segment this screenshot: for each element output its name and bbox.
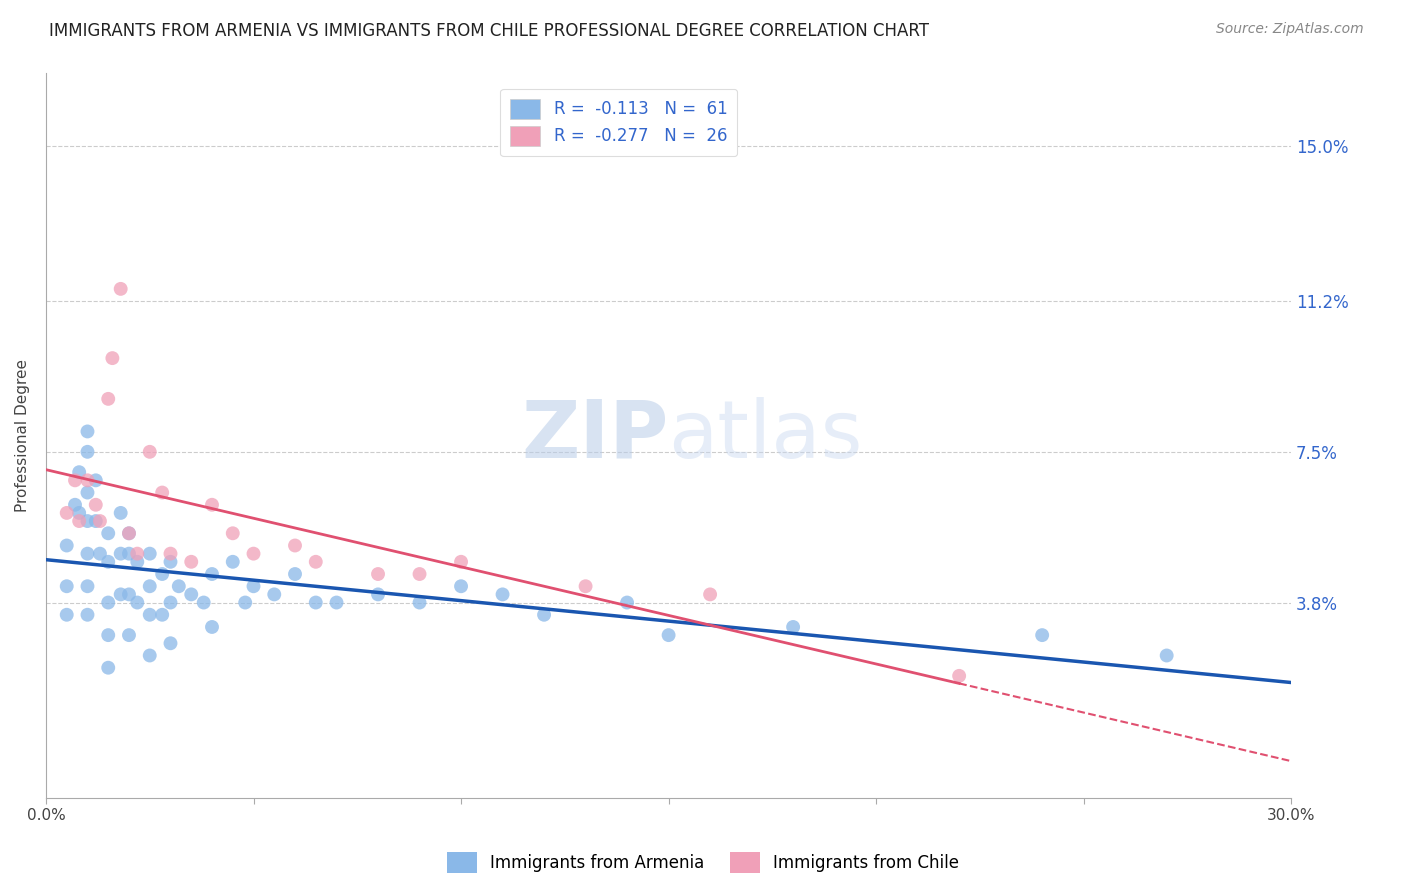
Point xyxy=(97,392,120,406)
Point xyxy=(97,555,120,569)
Point xyxy=(118,526,141,541)
Point xyxy=(159,636,181,650)
Point xyxy=(201,620,224,634)
Point xyxy=(139,579,162,593)
Point xyxy=(55,506,77,520)
Point xyxy=(408,595,430,609)
Point xyxy=(127,555,149,569)
Point xyxy=(782,620,804,634)
Point xyxy=(89,514,111,528)
Point xyxy=(97,628,120,642)
Point xyxy=(55,579,77,593)
Point xyxy=(97,526,120,541)
Point xyxy=(367,587,389,601)
Point xyxy=(284,567,307,582)
Point xyxy=(67,514,90,528)
Point xyxy=(76,607,98,622)
Point xyxy=(67,465,90,479)
Point xyxy=(110,506,132,520)
Point xyxy=(367,567,389,582)
Point xyxy=(118,526,141,541)
Point xyxy=(159,555,181,569)
Point xyxy=(63,498,86,512)
Point xyxy=(408,567,430,582)
Point xyxy=(118,547,141,561)
Point xyxy=(76,514,98,528)
Point xyxy=(118,587,141,601)
Point xyxy=(76,547,98,561)
Point xyxy=(222,555,245,569)
Point xyxy=(180,587,202,601)
Point xyxy=(1031,628,1053,642)
Point xyxy=(180,555,202,569)
Point xyxy=(76,445,98,459)
Point xyxy=(1156,648,1178,663)
Point xyxy=(84,514,107,528)
Text: IMMIGRANTS FROM ARMENIA VS IMMIGRANTS FROM CHILE PROFESSIONAL DEGREE CORRELATION: IMMIGRANTS FROM ARMENIA VS IMMIGRANTS FR… xyxy=(49,22,929,40)
Point xyxy=(263,587,285,601)
Point xyxy=(325,595,347,609)
Y-axis label: Professional Degree: Professional Degree xyxy=(15,359,30,512)
Text: ZIP: ZIP xyxy=(522,397,669,475)
Point xyxy=(450,555,472,569)
Point xyxy=(242,579,264,593)
Point xyxy=(118,628,141,642)
Point xyxy=(97,595,120,609)
Point xyxy=(305,555,328,569)
Point xyxy=(76,485,98,500)
Point xyxy=(699,587,721,601)
Point xyxy=(89,547,111,561)
Point xyxy=(139,648,162,663)
Point xyxy=(201,567,224,582)
Point xyxy=(159,595,181,609)
Text: atlas: atlas xyxy=(669,397,863,475)
Point xyxy=(110,587,132,601)
Point xyxy=(167,579,190,593)
Point xyxy=(139,607,162,622)
Point xyxy=(127,547,149,561)
Point xyxy=(67,506,90,520)
Point xyxy=(948,669,970,683)
Point xyxy=(101,351,124,365)
Point xyxy=(284,539,307,553)
Point xyxy=(110,282,132,296)
Point xyxy=(110,547,132,561)
Point xyxy=(55,607,77,622)
Point xyxy=(574,579,596,593)
Point xyxy=(193,595,215,609)
Point xyxy=(242,547,264,561)
Point xyxy=(222,526,245,541)
Point xyxy=(658,628,681,642)
Point xyxy=(159,547,181,561)
Text: Source: ZipAtlas.com: Source: ZipAtlas.com xyxy=(1216,22,1364,37)
Point xyxy=(97,661,120,675)
Point xyxy=(63,473,86,487)
Point xyxy=(150,567,173,582)
Legend: R =  -0.113   N =  61, R =  -0.277   N =  26: R = -0.113 N = 61, R = -0.277 N = 26 xyxy=(501,88,737,156)
Point xyxy=(84,473,107,487)
Point xyxy=(150,607,173,622)
Point xyxy=(84,498,107,512)
Point xyxy=(139,445,162,459)
Point xyxy=(491,587,513,601)
Point xyxy=(201,498,224,512)
Point xyxy=(150,485,173,500)
Point xyxy=(305,595,328,609)
Point xyxy=(450,579,472,593)
Legend: Immigrants from Armenia, Immigrants from Chile: Immigrants from Armenia, Immigrants from… xyxy=(440,846,966,880)
Point xyxy=(76,425,98,439)
Point xyxy=(76,473,98,487)
Point xyxy=(76,579,98,593)
Point xyxy=(533,607,555,622)
Point xyxy=(616,595,638,609)
Point xyxy=(139,547,162,561)
Point xyxy=(55,539,77,553)
Point xyxy=(127,595,149,609)
Point xyxy=(233,595,256,609)
